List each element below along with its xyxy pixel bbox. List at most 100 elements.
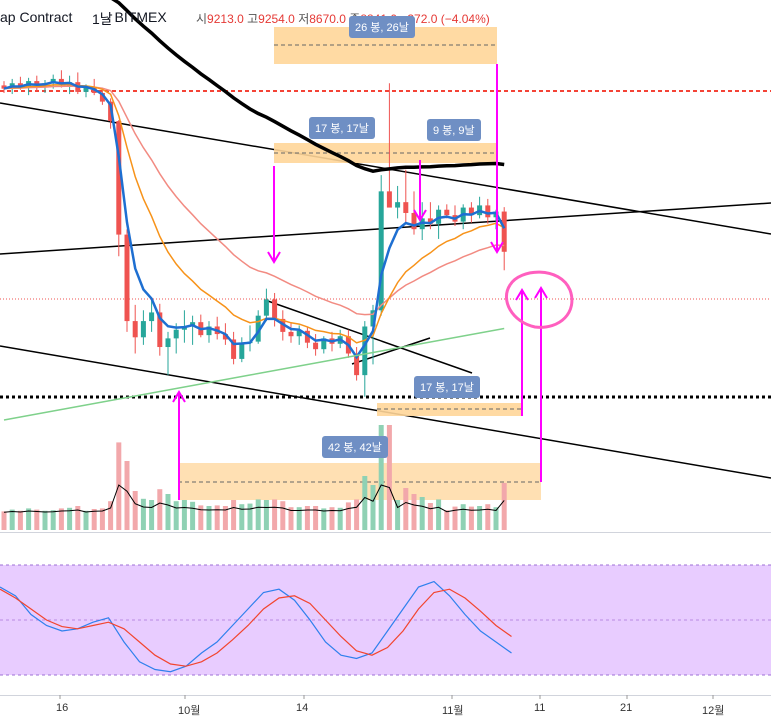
x-tick-label: 14: [296, 702, 309, 714]
volume-bar: [411, 494, 417, 530]
ma-green-line: [3, 327, 505, 421]
volume-bar: [206, 506, 212, 530]
volume-bar: [313, 506, 319, 530]
volume-bar: [362, 476, 368, 530]
x-tick-label: 11: [534, 702, 546, 714]
stoch-k-line: [0, 580, 512, 673]
ema-fast-line: [3, 80, 506, 360]
open-label: 시: [196, 12, 208, 26]
volume-bar: [26, 508, 32, 530]
volume-bar: [83, 510, 89, 530]
volume-bar: [403, 488, 409, 530]
volume-bar: [345, 502, 351, 530]
exchange-label: · BITMEX: [106, 9, 167, 25]
candle-body: [296, 330, 302, 337]
volume-bar: [386, 425, 392, 530]
candle-body: [272, 299, 278, 319]
timeframe-label[interactable]: 1날: [92, 11, 113, 27]
volume-bar: [419, 497, 425, 530]
volume-bar: [17, 510, 23, 530]
range-label-42[interactable]: 42 봉, 42날: [322, 436, 388, 458]
candle-body: [231, 339, 237, 359]
panel-separator: [0, 532, 771, 533]
volume-bar: [67, 507, 73, 530]
volume-bar: [263, 500, 269, 530]
range-label-9[interactable]: 9 봉, 9날: [427, 119, 481, 141]
range-label-17b[interactable]: 17 봉, 17날: [414, 376, 480, 398]
volume-bar: [460, 504, 466, 530]
candle-body: [395, 202, 401, 208]
candle-body: [173, 329, 179, 339]
candle-body: [378, 191, 384, 311]
volume-bar: [255, 499, 261, 530]
volume-bar: [34, 509, 40, 530]
x-axis-line: [0, 695, 771, 696]
candle-body: [239, 342, 245, 359]
x-tick-label: 12월: [702, 705, 725, 717]
arrow-up-2-head: [515, 288, 529, 301]
volume-bar: [477, 506, 483, 530]
volume-bar: [140, 498, 146, 530]
candle-body: [403, 202, 409, 213]
volume-bar: [288, 507, 294, 530]
volume-bar: [132, 491, 138, 530]
ohlc-readout: 시9213.0 고9254.0 저8670.0 종8841.0 −372.0 (…: [196, 10, 490, 27]
volume-bar: [124, 461, 130, 530]
range-label-17a[interactable]: 17 봉, 17날: [309, 117, 375, 139]
volume-bar: [239, 504, 245, 530]
volume-bar: [157, 489, 163, 530]
volume-bar: [190, 501, 196, 530]
x-tick-label: 16: [56, 702, 69, 714]
volume-bar: [501, 482, 507, 530]
candle-body: [288, 331, 294, 337]
candle-body: [255, 315, 261, 342]
volume-bar: [165, 494, 171, 530]
volume-bar: [91, 509, 97, 530]
x-tick-label: 11월: [442, 705, 464, 717]
candle-body: [149, 312, 155, 322]
volume-bar: [370, 485, 376, 530]
candle-body: [313, 342, 319, 350]
volume-bar: [296, 507, 302, 530]
volume-bar: [444, 510, 450, 530]
candle-body: [263, 299, 269, 316]
symbol-title[interactable]: ap Contract: [0, 9, 73, 25]
volume-bar: [321, 508, 327, 530]
volume-bar: [329, 507, 335, 530]
candle-body: [99, 92, 105, 102]
volume-bar: [304, 506, 310, 530]
candle-body: [386, 191, 392, 208]
volume-bar: [247, 503, 253, 530]
x-tick-label: 21: [620, 702, 633, 714]
volume-bar: [1, 511, 7, 530]
low-label: 저: [298, 12, 310, 26]
candle-body: [444, 209, 450, 216]
volume-bar: [108, 501, 114, 530]
arrow-down-2-head: [413, 209, 427, 222]
volume-bar: [75, 506, 81, 530]
arrow-up-3-head: [534, 286, 548, 299]
candle-body: [34, 81, 40, 86]
candle-body: [370, 310, 376, 327]
stoch-d-line: [0, 588, 512, 667]
volume-bar: [173, 501, 179, 530]
volume-bar: [468, 506, 474, 530]
range-label-top[interactable]: 26 봉, 26날: [349, 16, 415, 38]
candle-body: [124, 234, 130, 322]
low-value: 8670.0: [309, 12, 346, 26]
volume-bar: [337, 507, 343, 530]
range-box-mid: [274, 143, 497, 163]
candle-body: [304, 330, 310, 343]
high-value: 9254.0: [258, 12, 295, 26]
volume-bar: [58, 508, 64, 530]
change-value: −372.0 (−4.04%): [400, 12, 490, 26]
volume-bar: [214, 505, 220, 530]
candle-body: [140, 321, 146, 338]
volume-bar: [272, 499, 278, 530]
volume-bar: [231, 500, 237, 530]
volume-bar: [222, 506, 228, 530]
candle-body: [83, 87, 89, 92]
volume-bar: [395, 500, 401, 530]
candle-body: [116, 121, 122, 235]
